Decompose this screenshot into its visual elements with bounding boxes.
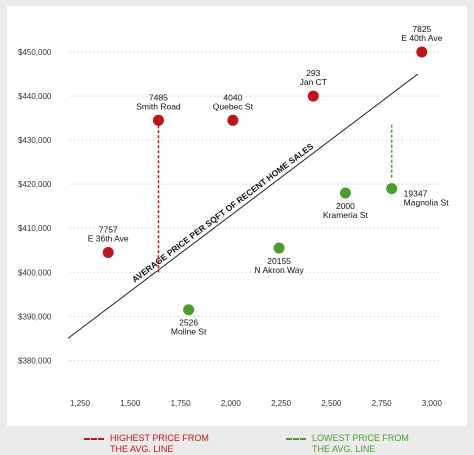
point-label-number: 7485 — [149, 92, 168, 102]
x-tick-label: 2,500 — [321, 399, 342, 408]
point-label-street: N Akron Way — [254, 265, 304, 275]
point-label-number: 2000 — [336, 201, 355, 211]
point-label-number: 20155 — [267, 256, 291, 266]
point-label-street: Krameria St — [323, 210, 369, 220]
legend-item-low: LOWEST PRICE FROM THE AVG. LINE — [286, 433, 409, 455]
data-point-high — [102, 246, 114, 258]
data-point-high — [307, 90, 319, 102]
y-tick-label: $380,000 — [18, 356, 52, 365]
y-tick-label: $420,000 — [18, 180, 52, 189]
x-tick-label: 2,250 — [271, 399, 292, 408]
x-tick-label: 2,750 — [372, 399, 393, 408]
point-label-street: Moline St — [171, 327, 207, 337]
point-label-number: 19347 — [404, 189, 428, 199]
legend-item-high: HIGHEST PRICE FROM THE AVG. LINE — [84, 433, 209, 455]
y-tick-label: $390,000 — [18, 312, 52, 321]
data-point-high — [152, 114, 164, 126]
x-tick-label: 2,000 — [221, 399, 242, 408]
chart-card — [7, 6, 467, 426]
data-point-low — [273, 242, 285, 254]
point-label-street: Jan CT — [300, 77, 327, 87]
y-tick-label: $440,000 — [18, 92, 52, 101]
scatter-chart: $380,000 $390,000 $400,000 $410,000 $420,000… — [18, 24, 450, 408]
point-label-street: Quebec St — [213, 101, 254, 111]
legend-line-high — [84, 438, 104, 440]
point-label-street: E 36th Ave — [88, 233, 129, 243]
legend-line-low — [286, 438, 306, 440]
data-point-low — [339, 187, 351, 199]
point-label-number: 2526 — [179, 318, 198, 328]
point-label-number: 4040 — [223, 92, 242, 102]
y-tick-label: $400,000 — [18, 268, 52, 277]
point-label-street: E 40th Ave — [401, 33, 442, 43]
point-label-number: 7757 — [99, 224, 118, 234]
x-tick-label: 3,000 — [422, 399, 443, 408]
data-point-high — [227, 114, 239, 126]
trend-line — [67, 73, 419, 339]
data-point-low — [183, 304, 195, 316]
legend-text-high: HIGHEST PRICE FROM THE AVG. LINE — [110, 433, 209, 454]
point-label-street: Smith Road — [136, 101, 181, 111]
point-label-street: Magnolia St — [404, 198, 450, 208]
x-tick-label: 1,250 — [70, 399, 91, 408]
y-tick-label: $430,000 — [18, 136, 52, 145]
card-edge-tab — [459, 204, 467, 234]
legend-text-low: LOWEST PRICE FROM THE AVG. LINE — [312, 433, 409, 454]
y-tick-label: $450,000 — [18, 48, 52, 57]
x-tick-label: 1,500 — [120, 399, 141, 408]
y-tick-label: $410,000 — [18, 224, 52, 233]
x-tick-label: 1,750 — [171, 399, 192, 408]
legend: HIGHEST PRICE FROM THE AVG. LINE LOWEST … — [0, 430, 474, 454]
point-label-number: 293 — [306, 68, 320, 78]
point-label-number: 7825 — [412, 24, 431, 34]
data-point-low — [386, 183, 398, 195]
data-point-high — [416, 46, 428, 58]
